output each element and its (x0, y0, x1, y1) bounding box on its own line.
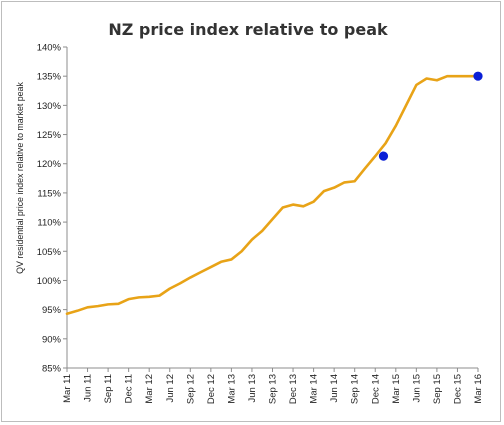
y-tick-label: 125% (37, 130, 62, 141)
x-tick-label: Dec 15 (452, 374, 463, 404)
series-marker-point (473, 71, 483, 81)
y-tick-label: 95% (42, 305, 62, 316)
y-tick-label: 85% (42, 364, 62, 375)
x-tick-label: Mar 12 (144, 374, 155, 404)
series-layer (65, 71, 483, 316)
y-tick-label: 115% (37, 188, 61, 199)
y-tick-label: 100% (37, 276, 62, 287)
x-tick-label: Mar 16 (473, 374, 484, 404)
x-tick-label: Jun 11 (83, 374, 94, 402)
y-tick-label: 120% (37, 159, 62, 170)
x-tick-label: Sep 15 (432, 374, 443, 404)
y-tick-label: 110% (37, 218, 61, 229)
x-tick-label: Sep 13 (268, 374, 279, 404)
x-tick-label: Mar 15 (391, 374, 402, 404)
x-tick-label: Dec 11 (124, 374, 135, 403)
y-tick-label: 140% (37, 43, 62, 54)
series-line (65, 74, 480, 316)
x-tick-label: Jun 14 (329, 374, 340, 403)
series-marker-point (378, 151, 389, 161)
axes (66, 47, 478, 369)
y-tick-label: 105% (37, 247, 62, 258)
x-tick-label: Jun 13 (247, 374, 258, 403)
chart-title: NZ price index relative to peak (108, 20, 388, 39)
x-tick-label: Mar 13 (226, 374, 237, 404)
y-axis-ticks: 85% 90% 95% 100% 105% 110% 115% 120% 125% 130% 135… (37, 43, 67, 375)
x-tick-label: Sep 11 (103, 374, 114, 403)
x-tick-label: Jun 12 (165, 374, 176, 403)
x-tick-label: Dec 14 (370, 374, 381, 404)
x-tick-label: Dec 12 (206, 374, 217, 404)
y-tick-label: 135% (37, 72, 62, 83)
x-axis-ticks: Mar 11 Jun 11 Sep 11 Dec 11 Mar 12 Jun 12 Sep … (62, 368, 484, 404)
y-tick-label: 130% (37, 101, 62, 112)
x-tick-label: Mar 14 (309, 374, 320, 404)
x-tick-label: Sep 12 (185, 374, 196, 404)
y-axis-label: QV residential price index relative to m… (15, 82, 25, 274)
x-tick-label: Jun 15 (411, 374, 422, 403)
x-tick-label: Mar 11 (62, 374, 73, 403)
x-tick-label: Sep 14 (350, 374, 361, 404)
y-tick-label: 90% (42, 334, 62, 345)
x-tick-label: Dec 13 (288, 374, 299, 404)
